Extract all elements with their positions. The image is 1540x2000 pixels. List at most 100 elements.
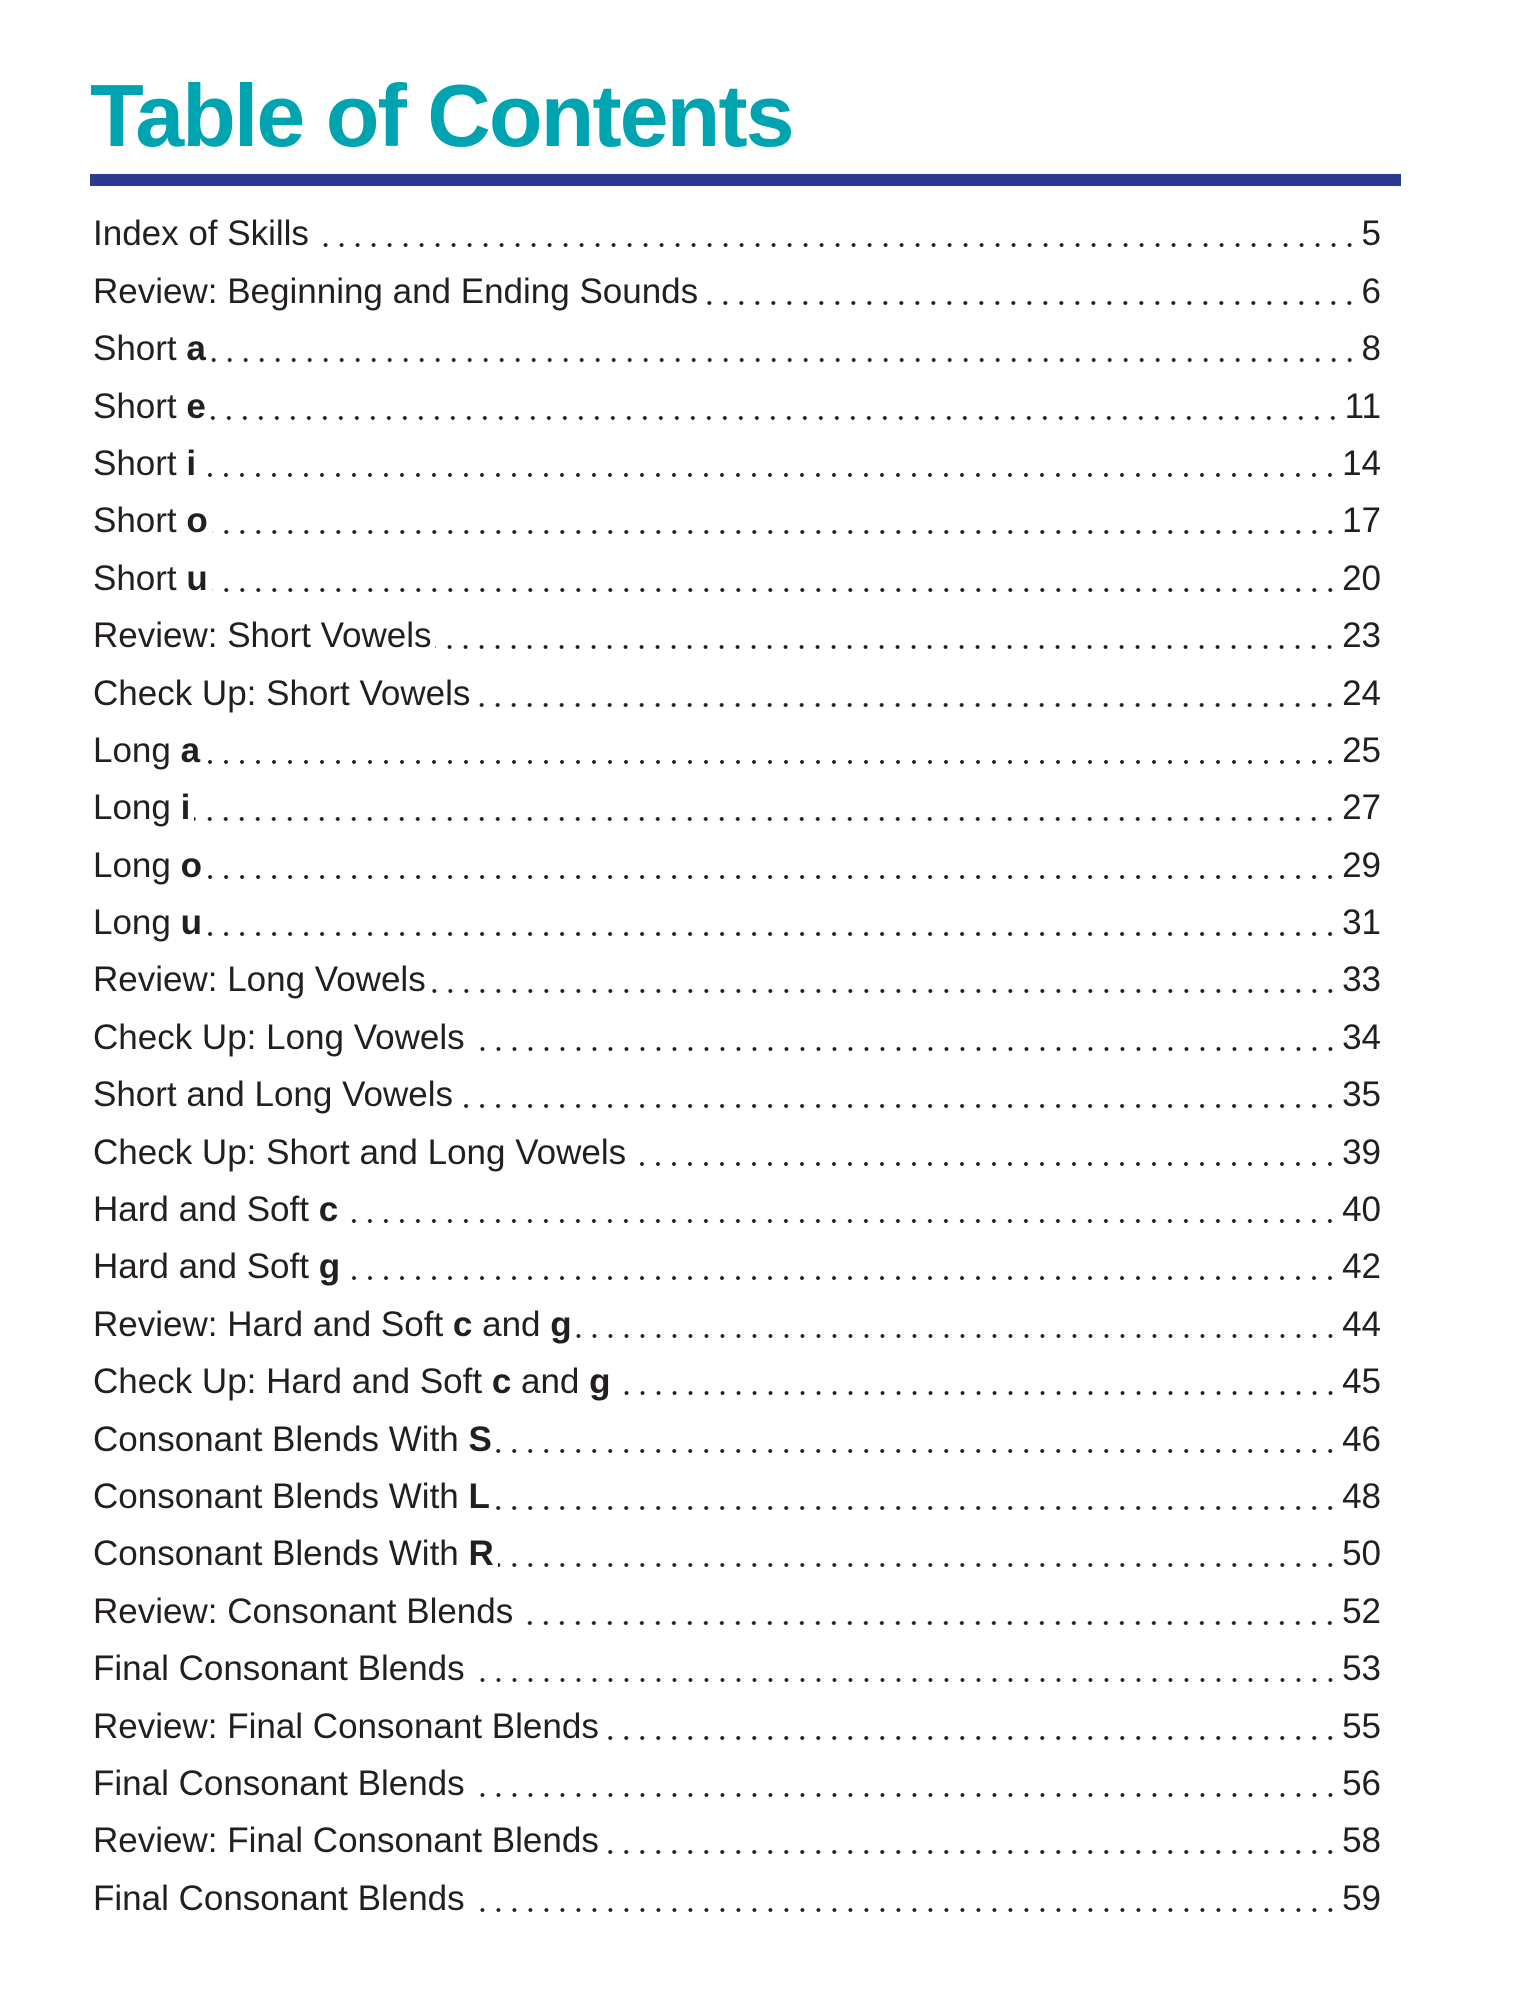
toc-entry-letter: c [491, 1362, 512, 1402]
toc-entry: Consonant Blends With L 48 [93, 1468, 1381, 1525]
dot-leader [468, 1906, 1339, 1913]
dot-leader [468, 1045, 1339, 1052]
dot-leader [702, 299, 1358, 306]
toc-entry: Review: Long Vowels 33 [93, 951, 1381, 1008]
toc-entry-page: 24 [1342, 673, 1381, 713]
toc-entry: Short i 14 [93, 435, 1381, 492]
toc-entry-page: 35 [1342, 1075, 1381, 1115]
toc-entry-text: Long [93, 788, 181, 828]
dot-leader [468, 1791, 1339, 1798]
toc-entry-text: Consonant Blends With [93, 1476, 469, 1516]
toc-entry-title: Short u [93, 550, 208, 607]
toc-entry: Final Consonant Blends 53 [93, 1640, 1381, 1697]
toc-entry-page: 25 [1342, 730, 1381, 770]
toc-entry: Consonant Blends With R 50 [93, 1525, 1381, 1582]
dot-leader [209, 357, 1358, 364]
toc-entry-title: Consonant Blends With L [93, 1468, 490, 1525]
toc-entry-page: 34 [1342, 1017, 1381, 1057]
toc-entry: Check Up: Long Vowels 34 [93, 1008, 1381, 1065]
dot-leader [575, 1332, 1339, 1339]
toc-entry-page: 45 [1342, 1362, 1381, 1402]
toc-entry-text: Review: Beginning and Ending Sounds [93, 271, 699, 311]
toc-entry-page: 48 [1342, 1476, 1381, 1516]
toc-entry: Long i 27 [93, 779, 1381, 836]
toc-entry-title: Long a [93, 722, 200, 779]
toc-entry-text: Review: Final Consonant Blends [93, 1821, 599, 1861]
toc-entry-title: Short e [93, 378, 206, 435]
toc-entry-title: Long o [93, 837, 202, 894]
toc-entry-text: Long [93, 730, 181, 770]
toc-entry-page: 44 [1342, 1304, 1381, 1344]
toc-entry: Review: Beginning and Ending Sounds 6 [93, 262, 1381, 319]
dot-leader [630, 1160, 1339, 1167]
toc-entry-text: Long [93, 845, 181, 885]
toc-entry-page: 8 [1361, 329, 1381, 369]
toc-entry-text: Review: Short Vowels [93, 616, 432, 656]
toc-entry-letter: a [186, 329, 206, 369]
toc-entry-title: Review: Long Vowels [93, 951, 426, 1008]
toc-entry: Check Up: Hard and Soft c and g 45 [93, 1353, 1381, 1410]
toc-entry-title: Review: Beginning and Ending Sounds [93, 263, 698, 320]
toc-entry-page: 59 [1342, 1878, 1381, 1918]
dot-leader [517, 1619, 1339, 1626]
toc-entry: Review: Consonant Blends 52 [93, 1582, 1381, 1639]
toc-entry-text: Check Up: Short and Long Vowels [93, 1132, 627, 1172]
toc-entry-title: Short o [93, 492, 208, 549]
toc-entry-title: Review: Consonant Blends [93, 1583, 513, 1640]
toc-entry-title: Check Up: Short Vowels [93, 665, 470, 722]
dot-leader [429, 988, 1339, 995]
toc-entry-title: Hard and Soft c [93, 1181, 338, 1238]
toc-entry-letter: g [589, 1362, 611, 1402]
toc-entry-letter: c [318, 1190, 339, 1230]
toc-entry: Hard and Soft c 40 [93, 1181, 1381, 1238]
toc-entry-text: Check Up: Short Vowels [93, 673, 471, 713]
toc-entry: Long u 31 [93, 894, 1381, 951]
dot-leader [493, 1504, 1339, 1511]
toc-entry-text: and [472, 1304, 551, 1344]
toc-entry-page: 31 [1342, 903, 1381, 943]
toc-entry-page: 20 [1342, 558, 1381, 598]
toc-entry-title: Consonant Blends With S [93, 1411, 492, 1468]
toc-entry-page: 23 [1342, 616, 1381, 656]
toc-entry-text: Short [93, 443, 187, 483]
toc-entry-text: Check Up: Hard and Soft [93, 1362, 492, 1402]
toc-entry-letter: S [468, 1419, 492, 1459]
toc-entry-letter: R [468, 1534, 494, 1574]
toc-entry: Review: Final Consonant Blends 55 [93, 1697, 1381, 1754]
toc-entry-title: Check Up: Hard and Soft c and g [93, 1353, 611, 1410]
toc-entry: Short u 20 [93, 549, 1381, 606]
toc-entry: Index of Skills 5 [93, 205, 1381, 262]
toc-entry-page: 6 [1361, 271, 1381, 311]
toc-entry-text: Final Consonant Blends [93, 1878, 465, 1918]
dot-leader [497, 1562, 1339, 1569]
toc-entry-letter: L [468, 1476, 490, 1516]
toc-entry-letter: i [186, 443, 197, 483]
toc-entry-page: 11 [1344, 386, 1381, 426]
toc-entry-text: Short [93, 386, 187, 426]
toc-entry-title: Check Up: Short and Long Vowels [93, 1124, 626, 1181]
toc-entry: Consonant Blends With S 46 [93, 1410, 1381, 1467]
toc-entry-title: Long u [93, 894, 202, 951]
dot-leader [435, 644, 1339, 651]
toc-entry-text: Hard and Soft [93, 1190, 319, 1230]
toc-entry: Long o 29 [93, 836, 1381, 893]
toc-entry-letter: u [186, 558, 208, 598]
toc-entry: Long a 25 [93, 722, 1381, 779]
toc-entry-letter: a [180, 730, 201, 770]
toc-entry-title: Review: Hard and Soft c and g [93, 1296, 572, 1353]
dot-leader [204, 758, 1339, 765]
toc-entry-text: Short and Long Vowels [93, 1075, 453, 1115]
dot-leader [205, 873, 1339, 880]
toc-entry-text: Review: Consonant Blends [93, 1591, 514, 1631]
toc-entry: Short e 11 [93, 377, 1381, 434]
toc-entry-page: 17 [1342, 501, 1381, 541]
dot-leader [602, 1849, 1339, 1856]
toc-entry-letter: i [180, 788, 191, 828]
title-divider [90, 174, 1401, 186]
toc-entry-title: Final Consonant Blends [93, 1870, 465, 1927]
toc-entry-letter: g [550, 1304, 572, 1344]
toc-entry: Review: Hard and Soft c and g 44 [93, 1295, 1381, 1352]
dot-leader [312, 242, 1358, 249]
toc-entry-title: Index of Skills [93, 205, 309, 262]
toc-entry-text: Short [93, 329, 187, 369]
